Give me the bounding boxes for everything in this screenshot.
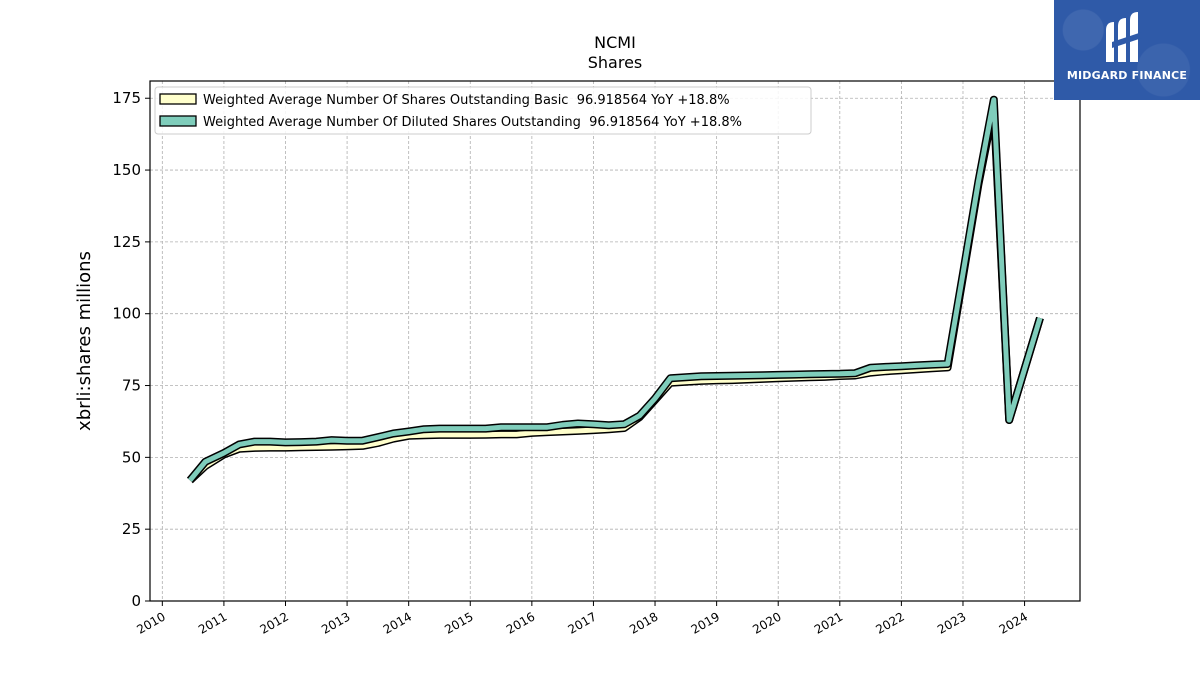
x-tick-label: 2024 bbox=[997, 609, 1030, 636]
x-tick-label: 2011 bbox=[196, 609, 229, 636]
y-tick-label: 25 bbox=[122, 520, 141, 538]
x-tick-label: 2017 bbox=[565, 609, 598, 636]
x-tick-label: 2016 bbox=[504, 609, 537, 636]
chart-subtitle: Shares bbox=[588, 53, 643, 72]
chart-title: NCMI bbox=[594, 33, 636, 52]
x-tick-label: 2014 bbox=[381, 609, 414, 636]
grid bbox=[150, 81, 1080, 602]
plot-frame bbox=[149, 80, 1081, 602]
x-tick-label: 2018 bbox=[627, 609, 660, 636]
x-tick-label: 2015 bbox=[442, 609, 475, 636]
logo-text: MIDGARD FINANCE bbox=[1066, 69, 1188, 82]
y-tick-label: 75 bbox=[122, 377, 141, 395]
y-tick-label: 0 bbox=[131, 592, 141, 610]
series-1 bbox=[186, 95, 1044, 483]
y-axis-label: xbrli:shares millions bbox=[74, 251, 95, 431]
axis-ticks: 2010 2011 2012 2013 2014 2015 2016 2017 2018 2019… bbox=[112, 89, 1030, 637]
legend-box bbox=[154, 86, 812, 135]
legend-swatch-basic bbox=[159, 93, 197, 105]
y-tick-label: 50 bbox=[122, 448, 141, 466]
x-tick-label: 2021 bbox=[812, 609, 845, 636]
y-tick-label: 100 bbox=[112, 305, 141, 323]
midgard-finance-logo: MIDGARD FINANCE bbox=[1054, 0, 1200, 100]
legend-label-basic: Weighted Average Number Of Shares Outsta… bbox=[203, 93, 730, 108]
x-tick-label: 2020 bbox=[750, 609, 783, 636]
x-tick-label: 2022 bbox=[873, 609, 906, 636]
y-tick-label: 175 bbox=[112, 89, 141, 107]
series-line bbox=[188, 97, 1043, 482]
legend: Weighted Average Number Of Shares Outsta… bbox=[154, 86, 812, 135]
series-lines bbox=[186, 95, 1044, 484]
x-tick-label: 2023 bbox=[935, 609, 968, 636]
x-tick-label: 2010 bbox=[134, 609, 167, 636]
x-tick-label: 2012 bbox=[258, 609, 291, 636]
legend-swatch-diluted bbox=[159, 115, 197, 127]
x-tick-label: 2019 bbox=[689, 609, 722, 636]
y-tick-label: 125 bbox=[112, 233, 141, 251]
x-tick-label: 2013 bbox=[319, 609, 352, 636]
midgard-m-logo-icon bbox=[1106, 12, 1142, 62]
y-tick-label: 150 bbox=[112, 161, 141, 179]
legend-label-diluted: Weighted Average Number Of Diluted Share… bbox=[203, 115, 742, 130]
